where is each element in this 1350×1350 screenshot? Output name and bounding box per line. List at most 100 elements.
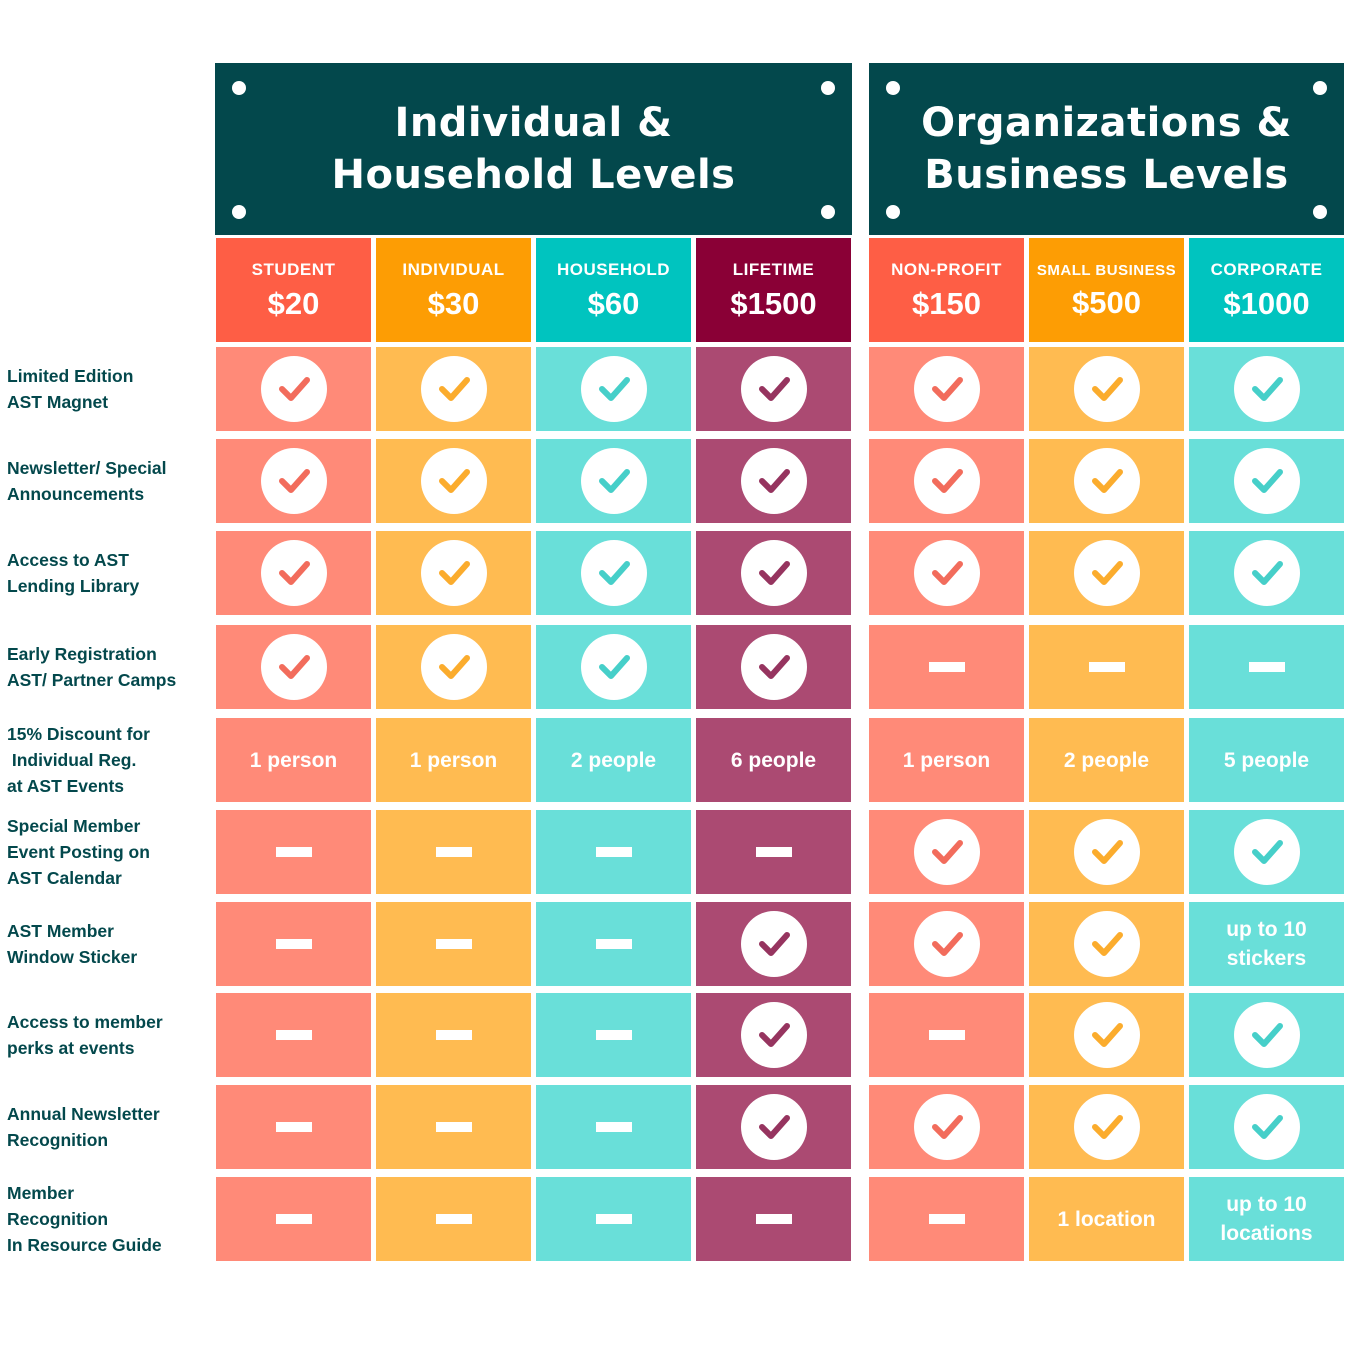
check-icon bbox=[1073, 356, 1140, 422]
benefit-value: 5 people bbox=[1223, 748, 1310, 772]
level-price: $150 bbox=[912, 286, 981, 321]
benefit-cell bbox=[216, 531, 371, 615]
check-icon bbox=[260, 356, 327, 422]
check-icon bbox=[260, 448, 327, 514]
benefit-cell bbox=[869, 993, 1024, 1077]
benefit-label-text: Early Registration AST/ Partner Camps bbox=[7, 644, 177, 690]
check-icon bbox=[740, 448, 807, 514]
benefit-value: 1 person bbox=[409, 748, 498, 772]
dash-icon bbox=[435, 939, 472, 949]
benefit-value: 1 location bbox=[1057, 1207, 1156, 1231]
benefit-cell: 6 people bbox=[696, 718, 851, 802]
benefit-cell: 1 location bbox=[1029, 1177, 1184, 1261]
benefit-cell bbox=[376, 902, 531, 986]
benefit-label: Early Registration AST/ Partner Camps bbox=[7, 625, 212, 709]
check-icon bbox=[740, 1094, 807, 1160]
check-icon bbox=[913, 540, 980, 606]
benefit-label: Annual Newsletter Recognition bbox=[7, 1085, 212, 1169]
level-price: $60 bbox=[587, 286, 640, 321]
panel-dot bbox=[886, 205, 900, 219]
panel-dot bbox=[886, 81, 900, 95]
check-icon bbox=[1073, 540, 1140, 606]
check-icon bbox=[1233, 448, 1300, 514]
dash-icon bbox=[435, 847, 472, 857]
benefit-cell bbox=[1189, 347, 1344, 431]
check-icon bbox=[420, 356, 487, 422]
benefit-cell bbox=[1189, 439, 1344, 523]
benefit-cell bbox=[696, 1177, 851, 1261]
check-icon bbox=[420, 448, 487, 514]
dash-icon bbox=[595, 1214, 632, 1224]
check-icon bbox=[1233, 356, 1300, 422]
panel-title: Organizations & Business Levels bbox=[921, 100, 1292, 198]
benefit-cell bbox=[869, 902, 1024, 986]
benefit-cell bbox=[869, 1177, 1024, 1261]
benefit-cell bbox=[1189, 993, 1344, 1077]
benefit-cell bbox=[536, 993, 691, 1077]
benefit-cell bbox=[216, 993, 371, 1077]
dash-icon bbox=[928, 1030, 965, 1040]
benefit-cell: 5 people bbox=[1189, 718, 1344, 802]
panel-dot bbox=[1313, 81, 1327, 95]
check-icon bbox=[913, 356, 980, 422]
benefit-label-text: Newsletter/ Special Announcements bbox=[7, 458, 167, 504]
check-icon bbox=[913, 911, 980, 977]
benefit-cell bbox=[696, 347, 851, 431]
benefit-value: 6 people bbox=[730, 748, 817, 772]
check-icon bbox=[740, 356, 807, 422]
dash-icon bbox=[275, 939, 312, 949]
dash-icon bbox=[275, 1214, 312, 1224]
benefit-label: AST Member Window Sticker bbox=[7, 902, 212, 986]
benefit-label-text: 15% Discount for Individual Reg. at AST … bbox=[7, 724, 150, 796]
benefit-cell bbox=[869, 810, 1024, 894]
panel-dot bbox=[232, 205, 246, 219]
benefit-value: up to 10 locations bbox=[1220, 1193, 1313, 1245]
benefit-label: Member Recognition In Resource Guide bbox=[7, 1177, 212, 1261]
check-icon bbox=[1073, 448, 1140, 514]
dash-icon bbox=[595, 847, 632, 857]
check-icon bbox=[1073, 911, 1140, 977]
check-icon bbox=[1073, 1094, 1140, 1160]
benefit-cell bbox=[1029, 439, 1184, 523]
level-name: CORPORATE bbox=[1210, 260, 1323, 279]
benefit-cell bbox=[376, 1085, 531, 1169]
level-name: INDIVIDUAL bbox=[402, 260, 505, 279]
benefit-cell bbox=[216, 902, 371, 986]
benefit-cell bbox=[696, 531, 851, 615]
dash-icon bbox=[275, 1122, 312, 1132]
dash-icon bbox=[1088, 662, 1125, 672]
benefit-cell bbox=[1029, 993, 1184, 1077]
level-price: $1000 bbox=[1223, 286, 1310, 321]
level-price: $500 bbox=[1072, 284, 1141, 320]
level-header-student: STUDENT $20 bbox=[216, 238, 371, 342]
benefit-cell bbox=[216, 347, 371, 431]
dash-icon bbox=[595, 1030, 632, 1040]
check-icon bbox=[580, 540, 647, 606]
benefit-cell bbox=[216, 1085, 371, 1169]
check-icon bbox=[420, 634, 487, 700]
benefit-cell bbox=[216, 625, 371, 709]
benefit-cell bbox=[696, 439, 851, 523]
benefit-value: 2 people bbox=[570, 748, 657, 772]
benefit-cell bbox=[216, 1177, 371, 1261]
benefit-cell bbox=[869, 1085, 1024, 1169]
check-icon bbox=[740, 911, 807, 977]
check-icon bbox=[913, 448, 980, 514]
benefit-cell bbox=[536, 625, 691, 709]
level-header-non-profit: NON-PROFIT $150 bbox=[869, 238, 1024, 342]
benefit-cell: up to 10 locations bbox=[1189, 1177, 1344, 1261]
dash-icon bbox=[928, 662, 965, 672]
check-icon bbox=[1233, 819, 1300, 885]
benefit-cell bbox=[536, 347, 691, 431]
dash-icon bbox=[1248, 662, 1285, 672]
benefit-label-text: Annual Newsletter Recognition bbox=[7, 1104, 160, 1150]
dash-icon bbox=[595, 939, 632, 949]
check-icon bbox=[580, 356, 647, 422]
level-header-household: HOUSEHOLD $60 bbox=[536, 238, 691, 342]
benefit-cell bbox=[536, 439, 691, 523]
benefit-cell bbox=[869, 347, 1024, 431]
level-name: STUDENT bbox=[251, 260, 336, 279]
benefit-label: Special Member Event Posting on AST Cale… bbox=[7, 810, 212, 894]
benefit-cell bbox=[376, 625, 531, 709]
panel-dot bbox=[232, 81, 246, 95]
